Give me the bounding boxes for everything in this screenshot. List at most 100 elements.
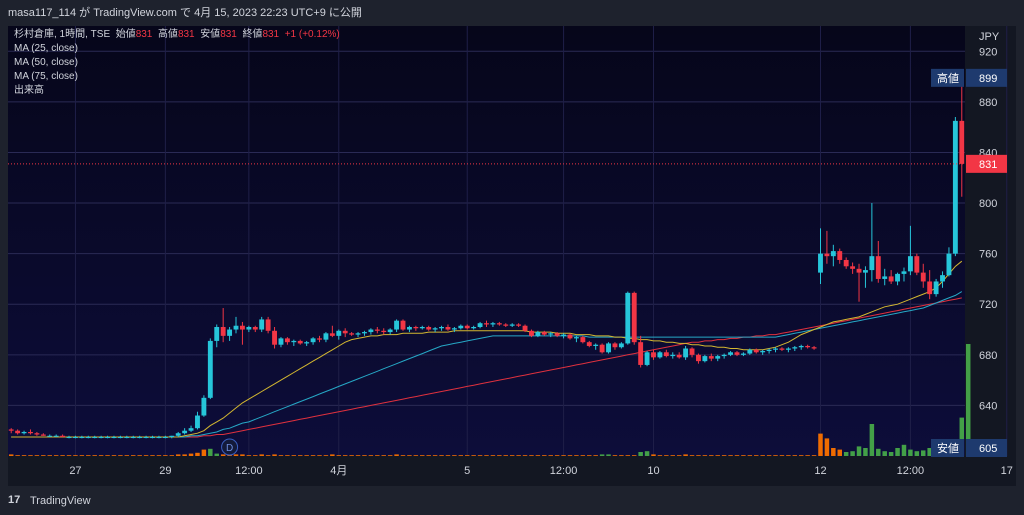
volume-bar (291, 455, 297, 456)
candle-body (850, 266, 856, 269)
tradingview-brand[interactable]: TradingView (30, 495, 91, 507)
y-tick-label: 800 (979, 198, 997, 210)
candle-body (541, 332, 547, 335)
price-scale (965, 26, 1016, 486)
low-value: 831 (220, 29, 237, 40)
dividend-marker-icon (221, 438, 239, 456)
volume-bar (137, 455, 142, 456)
volume-bar (342, 455, 348, 456)
candle-body (162, 437, 168, 439)
volume-bar (317, 455, 322, 456)
volume-bar (41, 455, 46, 456)
volume-bar (60, 455, 65, 456)
candle-body (471, 327, 477, 329)
candle-body (721, 354, 727, 357)
candle-body (28, 431, 33, 434)
volume-bar (882, 451, 887, 456)
volume-bar (182, 454, 187, 456)
volume-bar (587, 455, 592, 456)
volume-bar (452, 455, 457, 456)
candle-body (329, 333, 335, 336)
volume-bar (105, 455, 110, 456)
volume-bar (201, 449, 207, 456)
volume-bar (503, 455, 509, 456)
volume-bar (175, 454, 181, 456)
time-scale (8, 456, 965, 486)
volume-bar (721, 455, 727, 456)
volume-bar (464, 455, 470, 456)
volume-bar (432, 455, 438, 456)
volume-bar (490, 455, 496, 456)
volume-bar (28, 455, 33, 456)
volume-bar (715, 455, 720, 456)
x-tick-label: 27 (69, 465, 81, 477)
candle-body (239, 325, 245, 330)
candle-body (342, 330, 348, 334)
price-marker-box (966, 68, 1007, 87)
volume-bar (638, 452, 643, 456)
candle-body (638, 342, 644, 365)
candle-body (175, 433, 181, 436)
candle-body (336, 330, 342, 336)
candle-body (599, 344, 605, 353)
ma50-legend[interactable]: MA (50, close) (14, 57, 78, 68)
candle-body (785, 348, 791, 350)
candle-body (920, 272, 926, 282)
volume-bar (458, 455, 464, 456)
candle-body (79, 437, 85, 439)
candle-body (888, 276, 894, 282)
candle-body (927, 281, 933, 295)
candle-body (670, 354, 676, 357)
volume-bar (130, 455, 136, 456)
volume-bar (163, 455, 168, 456)
volume-legend[interactable]: 出来高 (14, 85, 44, 96)
volume-bar (850, 451, 855, 456)
volume-bar (124, 455, 130, 456)
volume-bar (336, 455, 342, 456)
volume-bar (773, 455, 778, 456)
volume-bar (696, 455, 701, 456)
price-marker-box (966, 154, 1007, 173)
volume-bar (426, 455, 431, 456)
x-tick-label: 12:00 (550, 465, 578, 477)
candle-body (8, 429, 14, 431)
volume-bar (895, 448, 900, 456)
candle-body (753, 349, 759, 353)
volume-bar (92, 455, 97, 456)
candle-body (188, 428, 194, 431)
volume-bar (79, 455, 85, 456)
ma75-legend[interactable]: MA (75, close) (14, 71, 78, 82)
candle-body (259, 319, 265, 330)
candle-body (47, 435, 53, 437)
candle-body (740, 353, 746, 355)
candle-body (85, 437, 91, 439)
y-tick-label: 760 (979, 249, 997, 261)
volume-bar (259, 454, 264, 456)
ma25-legend[interactable]: MA (25, close) (14, 43, 78, 54)
volume-bar (21, 455, 27, 456)
candle-body (477, 323, 483, 327)
candle-body (355, 333, 361, 335)
candle-body (451, 328, 457, 330)
volume-bar (535, 455, 541, 456)
volume-bar (265, 455, 271, 456)
candle-body (117, 437, 123, 439)
volume-bar (34, 455, 40, 456)
candle-body (98, 437, 104, 439)
volume-bar (420, 455, 425, 456)
volume-bar (471, 455, 476, 456)
volume-bar (53, 455, 59, 456)
chart-frame: 640 680 720 760 800 840 880 920 JPY 27 29 12:00 4月 5 1… (8, 26, 1016, 486)
volume-bar (445, 455, 451, 456)
candle-body (798, 345, 804, 348)
candle-body (683, 348, 689, 358)
chart-legend: 杉村倉庫, 1時間, TSE 始値831 高値831 安値831 終値831 +… (14, 28, 340, 98)
volume-bar (876, 448, 881, 456)
volume-bar (760, 455, 765, 456)
y-tick-label: 640 (979, 400, 997, 412)
candle-body (554, 333, 560, 336)
volume-bar (542, 455, 547, 456)
candle-body (374, 329, 380, 331)
y-tick-label: 880 (979, 97, 997, 109)
